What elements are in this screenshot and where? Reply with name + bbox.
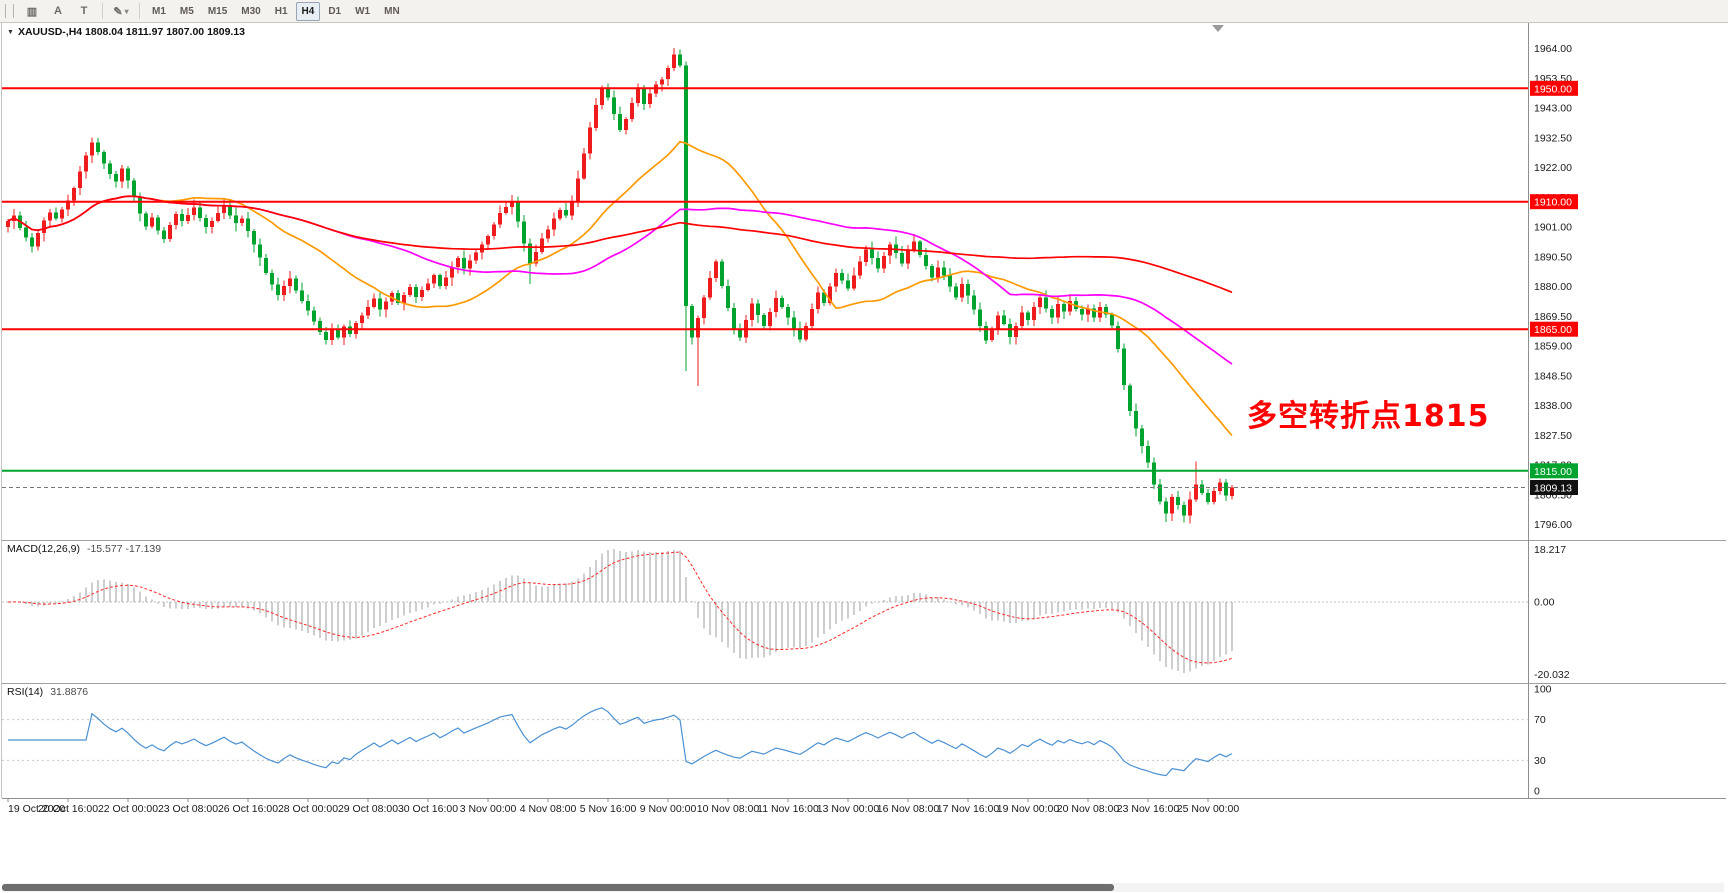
rsi-axis-label: 30 xyxy=(1534,755,1546,767)
chart-area[interactable]: 1964.001953.501943.001932.501922.001911.… xyxy=(0,22,1728,893)
hline-price-tag-label: 1910.00 xyxy=(1534,197,1572,209)
timeframe-button-h1[interactable]: H1 xyxy=(274,5,288,17)
macd-indicator-label: MACD(12,26,9) -15.577 -17.139 xyxy=(7,543,161,555)
price-tick-label: 1796.00 xyxy=(1534,519,1572,531)
rsi-value: 31.8876 xyxy=(50,686,89,698)
timeframe-button-m15[interactable]: M15 xyxy=(207,5,228,17)
price-tick-label: 1838.00 xyxy=(1534,400,1572,412)
candles-layer xyxy=(5,47,1235,524)
rsi-axis-label: 70 xyxy=(1534,714,1546,726)
time-axis-label[interactable]: 29 Oct 08:00 xyxy=(338,803,398,815)
price-tick-label: 1922.00 xyxy=(1534,162,1572,174)
timeframe-toolbar: M1 M5 M15 M30 H1 H4 D1 W1 MN xyxy=(145,1,407,21)
hline-price-tag-label: 1815.00 xyxy=(1534,466,1572,478)
draw-objects-button[interactable]: ✎ ▾ xyxy=(113,5,129,18)
ma-line-26 xyxy=(7,140,1233,437)
macd-axis-label: -20.032 xyxy=(1534,669,1570,681)
ma-line-55 xyxy=(7,195,1233,365)
price-tick-label: 1943.00 xyxy=(1534,103,1572,115)
time-axis-label[interactable]: 9 Nov 00:00 xyxy=(640,803,697,815)
toolbar-objects-group: ✎ ▾ xyxy=(108,1,134,21)
rsi-name: RSI(14) xyxy=(7,686,44,698)
top-toolbar: ▥ A T ✎ ▾ M1 M5 M15 M30 H1 H4 D1 W1 MN xyxy=(0,0,1728,23)
time-axis-label[interactable]: 17 Nov 16:00 xyxy=(937,803,1000,815)
time-axis-label[interactable]: 26 Oct 16:00 xyxy=(218,803,278,815)
hline-price-tag-label: 1865.00 xyxy=(1534,324,1572,336)
toolbar-drag-handle[interactable] xyxy=(5,4,14,18)
current-price-label: 1809.13 xyxy=(1534,483,1572,495)
time-axis-label[interactable]: 11 Nov 16:00 xyxy=(757,803,819,815)
toolbar-separator xyxy=(139,3,140,19)
ma-line-120 xyxy=(7,195,1233,294)
chart-canvas[interactable]: 1964.001953.501943.001932.501922.001911.… xyxy=(0,22,1728,893)
time-axis-label[interactable]: 22 Oct 00:00 xyxy=(98,803,158,815)
macd-values: -15.577 -17.139 xyxy=(86,543,162,555)
chart-shift-marker[interactable] xyxy=(1212,25,1224,32)
time-axis-label[interactable]: 30 Oct 16:00 xyxy=(398,803,458,815)
rsi-axis-label: 0 xyxy=(1534,786,1540,798)
timeframe-button-d1[interactable]: D1 xyxy=(328,5,342,17)
macd-name: MACD(12,26,9) xyxy=(7,543,80,555)
price-tick-label: 1964.00 xyxy=(1534,43,1572,55)
hline-price-tag xyxy=(1530,463,1578,479)
timeframe-button-w1[interactable]: W1 xyxy=(355,5,371,17)
time-axis-label[interactable]: 19 Nov 00:00 xyxy=(997,803,1060,815)
time-axis-label[interactable]: 28 Oct 00:00 xyxy=(278,803,338,815)
chart-annotation: 多空转折点1815 xyxy=(1247,399,1490,434)
current-price-tag xyxy=(1530,480,1578,495)
hline-price-tag-label: 1950.00 xyxy=(1534,83,1572,95)
time-axis-label[interactable]: 20 Nov 08:00 xyxy=(1057,803,1120,815)
time-axis-label[interactable]: 4 Nov 08:00 xyxy=(520,803,577,815)
time-axis-label[interactable]: 23 Oct 08:00 xyxy=(158,803,218,815)
time-axis-label[interactable]: 10 Nov 08:00 xyxy=(697,803,760,815)
price-tick-label: 1848.50 xyxy=(1534,370,1572,382)
time-axis-label[interactable]: 16 Nov 08:00 xyxy=(877,803,940,815)
hline-price-tag xyxy=(1530,194,1578,210)
time-axis-label[interactable]: 19 Oct 2020 xyxy=(8,803,65,815)
rsi-axis-label: 100 xyxy=(1534,684,1552,696)
price-tick-label: 1869.50 xyxy=(1534,311,1572,323)
time-axis-label[interactable]: 3 Nov 00:00 xyxy=(460,803,517,815)
price-tick-label: 1932.50 xyxy=(1534,132,1572,144)
rsi-line xyxy=(8,707,1233,777)
hline-price-tag xyxy=(1530,80,1578,96)
time-axis-label[interactable]: 20 Oct 16:00 xyxy=(38,803,98,815)
macd-axis-label: 18.217 xyxy=(1534,544,1566,556)
time-axis-label[interactable]: 25 Nov 00:00 xyxy=(1177,803,1240,815)
price-tick-label: 1880.00 xyxy=(1534,281,1572,293)
macd-signal-line xyxy=(7,551,1233,664)
chart-window-icon[interactable]: ▥ xyxy=(26,5,38,18)
macd-axis-label: 0.00 xyxy=(1534,597,1555,609)
time-axis-label[interactable]: 5 Nov 16:00 xyxy=(580,803,637,815)
h-scrollbar-thumb[interactable] xyxy=(2,884,1114,891)
time-axis-label[interactable]: 13 Nov 00:00 xyxy=(817,803,880,815)
timeframe-button-m30[interactable]: M30 xyxy=(241,5,261,17)
rsi-indicator-label: RSI(14) 31.8876 xyxy=(7,686,88,698)
price-tick-label: 1827.50 xyxy=(1534,430,1572,442)
dropdown-caret-icon: ▾ xyxy=(124,6,129,16)
text-tool-button[interactable]: T xyxy=(80,5,88,17)
timeframe-button-mn[interactable]: MN xyxy=(384,5,400,17)
symbol-ohlc-text: XAUUSD-,H4 1808.04 1811.97 1807.00 1809.… xyxy=(17,26,246,38)
timeframe-button-m1[interactable]: M1 xyxy=(152,5,166,17)
price-tick-label: 1901.00 xyxy=(1534,222,1572,234)
timeframe-button-m5[interactable]: M5 xyxy=(179,5,194,17)
price-tick-label: 1859.00 xyxy=(1534,341,1572,353)
toolbar-separator xyxy=(102,3,103,19)
cursor-a-button[interactable]: A xyxy=(54,5,62,17)
chart-menu-arrow-icon[interactable]: ▼ xyxy=(7,28,14,36)
timeframe-button-h4[interactable]: H4 xyxy=(295,1,321,21)
hline-price-tag xyxy=(1530,321,1578,337)
price-tick-label: 1890.50 xyxy=(1534,251,1572,263)
time-axis-label[interactable]: 23 Nov 16:00 xyxy=(1117,803,1180,815)
symbol-info: ▼ XAUUSD-,H4 1808.04 1811.97 1807.00 180… xyxy=(7,26,245,38)
macd-histogram xyxy=(13,549,1233,673)
toolbar-left-group: ▥ A T xyxy=(19,1,97,21)
